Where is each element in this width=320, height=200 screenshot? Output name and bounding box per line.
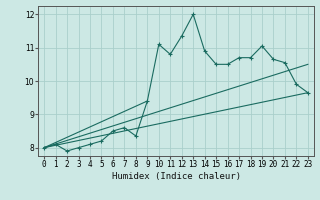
X-axis label: Humidex (Indice chaleur): Humidex (Indice chaleur)	[111, 172, 241, 181]
